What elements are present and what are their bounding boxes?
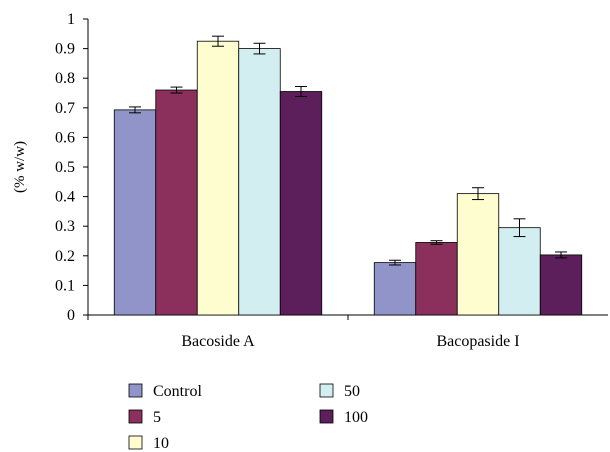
bar bbox=[196, 40, 240, 316]
y-axis-ticks: 0 0.1 0.2 0.3 0.4 0.5 0.6 0.7 0.8 0.9 1 bbox=[55, 11, 88, 324]
legend-swatch bbox=[319, 409, 334, 424]
x-axis-ticks: Bacoside A Bacopaside I bbox=[87, 315, 520, 350]
y-tick-label: 1 bbox=[67, 11, 75, 28]
bar bbox=[113, 109, 157, 316]
error-bar bbox=[472, 187, 484, 201]
legend: Control 5 10 50 100 bbox=[128, 383, 368, 452]
error-bar bbox=[513, 218, 526, 238]
plot-area: 0 0.1 0.2 0.3 0.4 0.5 0.6 0.7 0.8 0.9 1 Bacoside A… bbox=[55, 11, 608, 350]
y-tick-label: 0.8 bbox=[55, 70, 75, 87]
legend-swatch bbox=[128, 435, 143, 450]
error-bar bbox=[253, 42, 266, 55]
error-bars bbox=[129, 35, 567, 266]
bar bbox=[238, 48, 281, 316]
bar bbox=[415, 242, 458, 316]
legend-label: 10 bbox=[153, 435, 169, 452]
y-tick-label: 0.3 bbox=[55, 218, 75, 235]
x-tick-label: Bacoside A bbox=[181, 333, 255, 350]
y-tick-label: 0.5 bbox=[55, 159, 75, 176]
bar bbox=[456, 193, 500, 316]
legend-label: Control bbox=[153, 383, 202, 400]
error-bar bbox=[555, 251, 567, 259]
legend-swatch bbox=[319, 383, 334, 398]
y-tick-label: 0.6 bbox=[55, 129, 75, 146]
bar bbox=[498, 227, 541, 316]
legend-item: Control bbox=[128, 383, 202, 400]
legend-item: 50 bbox=[319, 383, 360, 400]
y-tick-label: 0.9 bbox=[55, 41, 75, 58]
legend-label: 5 bbox=[153, 409, 161, 426]
error-bar bbox=[430, 240, 443, 245]
legend-item: 10 bbox=[128, 435, 169, 452]
y-tick-label: 0 bbox=[67, 307, 75, 324]
bar bbox=[539, 254, 583, 316]
error-bar bbox=[170, 86, 183, 94]
y-tick-label: 0.1 bbox=[55, 277, 75, 294]
error-bar bbox=[295, 85, 307, 98]
legend-item: 5 bbox=[128, 409, 161, 426]
x-tick-label: Bacopaside I bbox=[436, 333, 519, 350]
bars bbox=[113, 40, 583, 316]
legend-item: 100 bbox=[319, 409, 368, 426]
y-tick-label: 0.2 bbox=[55, 248, 75, 265]
error-bar bbox=[212, 35, 224, 47]
y-tick-label: 0.4 bbox=[55, 189, 75, 206]
error-bar bbox=[389, 259, 401, 266]
bar bbox=[279, 91, 323, 316]
y-axis-label: (% w/w) bbox=[12, 141, 28, 193]
error-bar bbox=[129, 106, 141, 114]
y-tick-label: 0.7 bbox=[55, 100, 75, 117]
bar bbox=[373, 262, 417, 316]
legend-swatch bbox=[128, 409, 143, 424]
legend-swatch bbox=[128, 383, 143, 398]
bar bbox=[155, 89, 198, 316]
legend-label: 100 bbox=[344, 409, 368, 426]
legend-label: 50 bbox=[344, 383, 360, 400]
